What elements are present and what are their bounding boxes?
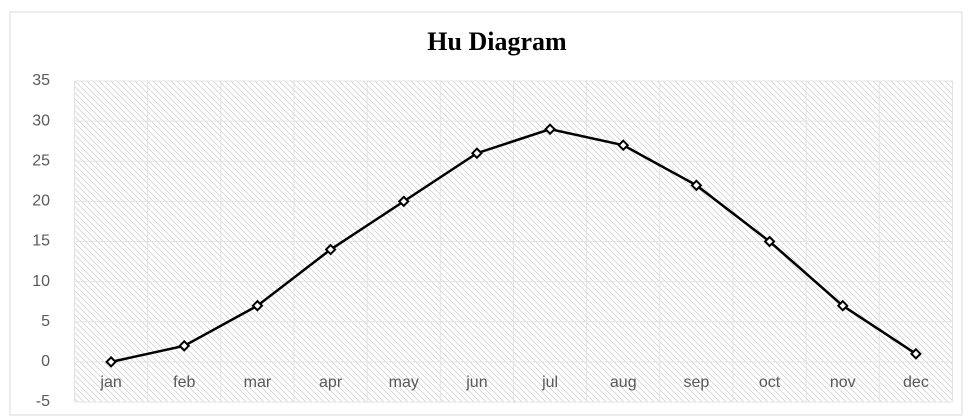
- data-point: [251, 299, 264, 312]
- data-point: [544, 123, 556, 136]
- data-point: [617, 139, 630, 152]
- x-tick-label: jul: [541, 374, 558, 391]
- data-point: [763, 235, 776, 248]
- x-tick-label: oct: [759, 374, 781, 391]
- y-tick-label: -5: [36, 393, 50, 410]
- x-tick-label: jun: [465, 374, 487, 391]
- y-tick-label: 25: [32, 152, 50, 169]
- data-point: [324, 243, 337, 256]
- data-point: [690, 179, 703, 192]
- y-tick-label: 20: [32, 193, 50, 210]
- x-tick-label: aug: [610, 374, 637, 391]
- x-tick-label: feb: [173, 374, 195, 391]
- data-point: [178, 339, 191, 352]
- y-tick-label: 35: [32, 72, 50, 89]
- x-tick-label: jan: [99, 374, 121, 391]
- y-tick-label: 10: [32, 273, 50, 290]
- x-tick-label: dec: [903, 374, 929, 391]
- data-point: [471, 147, 483, 160]
- y-tick-label: 5: [41, 313, 50, 330]
- x-tick-label: sep: [684, 374, 710, 391]
- x-tick-label: may: [389, 374, 419, 391]
- series-line: [110, 127, 917, 364]
- x-tick-label: mar: [244, 374, 272, 391]
- chart-title: Hu Diagram: [427, 27, 567, 56]
- data-point: [836, 299, 849, 312]
- data-point: [105, 355, 117, 368]
- y-tick-label: 15: [32, 233, 50, 250]
- data-point: [910, 347, 922, 360]
- y-tick-label: 30: [32, 112, 50, 129]
- x-tick-label: nov: [830, 374, 856, 391]
- y-tick-label: 0: [41, 353, 50, 370]
- x-tick-label: apr: [319, 374, 343, 391]
- data-point: [397, 195, 410, 208]
